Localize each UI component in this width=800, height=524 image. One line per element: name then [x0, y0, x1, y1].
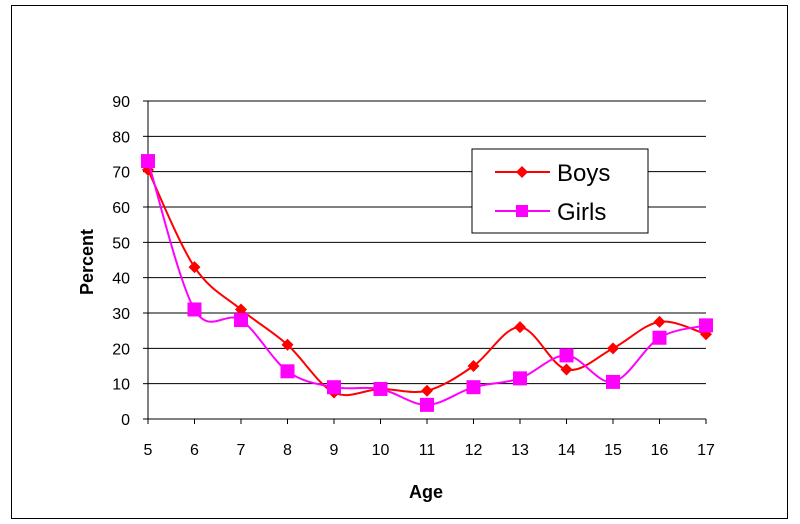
series-group — [141, 154, 713, 412]
y-tick-label-0: 0 — [121, 412, 130, 429]
legend: Boys Girls — [471, 148, 649, 234]
data-point-girls-14 — [559, 348, 574, 363]
data-point-boys-16 — [653, 315, 666, 328]
data-point-girls-9 — [327, 380, 341, 395]
y-tick-labels: 0 10 20 30 40 50 60 70 80 90 — [112, 94, 130, 429]
data-point-girls-13 — [513, 371, 527, 386]
data-point-girls-17 — [699, 318, 713, 333]
data-point-girls-15 — [606, 374, 620, 389]
y-tick-label-10: 10 — [112, 377, 130, 394]
x-axis-title: Age — [409, 482, 443, 502]
x-tick-label-6: 6 — [190, 442, 199, 459]
data-point-girls-7 — [234, 313, 248, 328]
y-tick-label-60: 60 — [112, 200, 130, 217]
y-tick-label-70: 70 — [112, 165, 130, 182]
y-tick-label-80: 80 — [112, 129, 130, 146]
y-tick-label-40: 40 — [112, 271, 130, 288]
legend-item-girls: Girls — [495, 199, 606, 226]
data-point-girls-12 — [466, 380, 481, 395]
y-axis-title: Percent — [77, 229, 97, 295]
chart-frame — [11, 5, 788, 519]
y-tick-label-20: 20 — [112, 341, 130, 358]
x-tick-label-9: 9 — [330, 442, 339, 459]
data-point-girls-6 — [187, 302, 202, 317]
data-point-girls-10 — [373, 381, 388, 396]
x-tick-labels: 5 6 7 8 9 10 11 12 13 14 15 16 17 — [144, 442, 715, 459]
data-point-boys-15 — [607, 342, 619, 355]
data-point-boys-11 — [421, 384, 433, 397]
x-tick-label-13: 13 — [511, 442, 529, 459]
y-tick-label-30: 30 — [112, 306, 130, 323]
legend-box — [471, 148, 649, 234]
x-tick-label-16: 16 — [651, 442, 669, 459]
x-tick-label-10: 10 — [372, 442, 390, 459]
gridlines — [148, 100, 706, 385]
data-point-boys-14 — [560, 363, 573, 376]
data-point-girls-11 — [420, 397, 434, 412]
y-tick-label-50: 50 — [112, 235, 130, 252]
x-tick-label-7: 7 — [237, 442, 246, 459]
x-tick-label-17: 17 — [697, 442, 715, 459]
data-point-girls-5 — [141, 154, 155, 169]
legend-label-girls: Girls — [557, 199, 606, 226]
data-point-boys-6 — [188, 261, 201, 274]
legend-label-boys: Boys — [557, 160, 610, 187]
x-tick-label-15: 15 — [604, 442, 622, 459]
data-point-boys-8 — [281, 338, 294, 351]
x-tick-label-11: 11 — [419, 442, 436, 459]
x-tick-label-5: 5 — [144, 442, 153, 459]
x-tick-label-14: 14 — [558, 442, 576, 459]
data-point-boys-7 — [235, 303, 247, 316]
legend-marker-boys — [516, 166, 528, 178]
legend-marker-girls — [516, 205, 528, 217]
data-point-boys-13 — [514, 321, 526, 334]
y-tick-label-90: 90 — [112, 94, 130, 111]
x-tick-label-8: 8 — [283, 442, 292, 459]
axes — [143, 100, 707, 424]
data-point-girls-16 — [652, 330, 667, 345]
x-tick-label-12: 12 — [465, 442, 483, 459]
legend-item-boys: Boys — [495, 160, 610, 187]
data-point-girls-8 — [280, 364, 295, 379]
data-point-boys-12 — [467, 360, 480, 372]
